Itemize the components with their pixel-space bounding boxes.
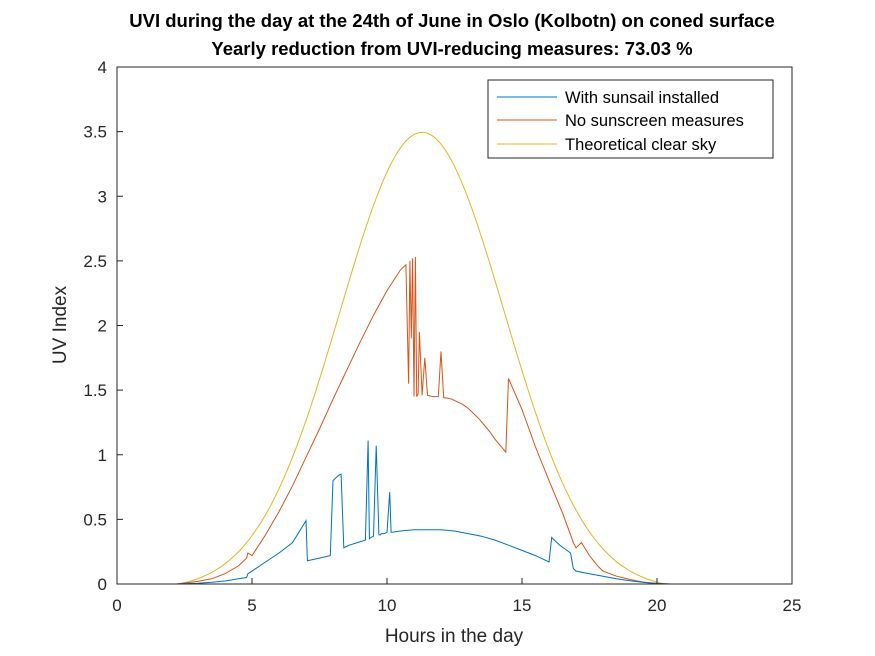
- x-axis: 0 5 10 15 20 25: [112, 578, 801, 615]
- y-tick-label: 3: [98, 187, 107, 206]
- y-axis: 0 0.5 1 1.5 2 2.5 3 3.5 4: [83, 58, 123, 594]
- x-tick-label: 20: [648, 596, 667, 615]
- y-tick-label: 2.5: [83, 252, 107, 271]
- y-tick-label: 0: [98, 575, 107, 594]
- x-tick-label: 0: [112, 596, 121, 615]
- chart-subtitle: Yearly reduction from UVI-reducing measu…: [211, 38, 692, 59]
- x-tick-label: 25: [783, 596, 802, 615]
- y-tick-label: 4: [98, 58, 107, 77]
- y-tick-label: 3.5: [83, 123, 107, 142]
- legend-label-sunsail: With sunsail installed: [565, 89, 719, 107]
- legend-label-no-sunscreen: No sunscreen measures: [565, 112, 744, 130]
- y-tick-label: 2: [98, 317, 107, 336]
- series-line-no-sunscreen: [117, 256, 765, 585]
- y-tick-label: 1: [98, 446, 107, 465]
- chart-title: UVI during the day at the 24th of June i…: [129, 10, 775, 31]
- x-tick-label: 5: [247, 596, 256, 615]
- y-axis-label: UV Index: [50, 285, 71, 364]
- x-tick-label: 10: [378, 596, 397, 615]
- series-line-clear-sky: [117, 131, 765, 585]
- legend-box: [487, 79, 774, 159]
- plot-area: [117, 131, 765, 585]
- y-tick-label: 0.5: [83, 510, 107, 529]
- y-tick-label: 1.5: [83, 381, 107, 400]
- x-axis-label: Hours in the day: [385, 626, 524, 647]
- legend-label-clear-sky: Theoretical clear sky: [565, 136, 717, 154]
- x-tick-label: 15: [513, 596, 532, 615]
- series-line-sunsail: [117, 440, 765, 585]
- legend: With sunsail installed No sunscreen meas…: [487, 79, 774, 159]
